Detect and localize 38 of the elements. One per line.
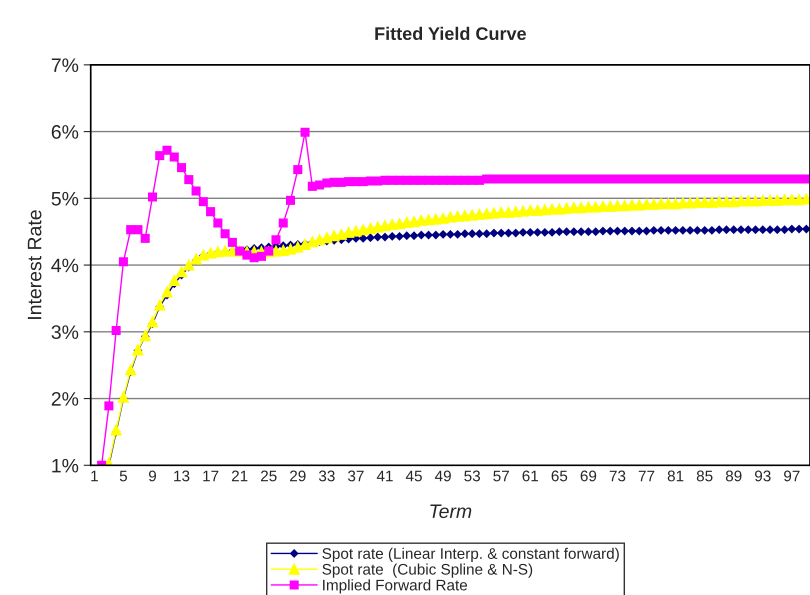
x-tick-label: 13 xyxy=(174,470,190,482)
x-tick-label: 69 xyxy=(580,470,596,482)
x-tick-label: 93 xyxy=(754,470,771,482)
y-axis-title: Interest Rate xyxy=(28,210,42,319)
x-tick-label: 25 xyxy=(260,470,277,482)
x-tick-label: 33 xyxy=(318,470,335,482)
x-tick-label: 97 xyxy=(784,470,800,482)
x-tick-label: 85 xyxy=(696,470,713,482)
x-tick-label: 49 xyxy=(434,470,451,482)
y-tick-label: 3% xyxy=(52,325,78,340)
x-tick-label: 41 xyxy=(376,470,393,482)
x-tick-label: 57 xyxy=(493,470,509,482)
y-tick-label: 1% xyxy=(52,458,78,472)
x-tick-label: 65 xyxy=(552,470,568,482)
x-tick-label: 81 xyxy=(668,470,684,482)
legend-label: Implied Forward Rate xyxy=(323,579,468,594)
x-axis-title: Term xyxy=(430,504,472,518)
x-tick-label: 73 xyxy=(610,470,626,482)
x-tick-label: 89 xyxy=(726,470,742,482)
y-tick-label: 4% xyxy=(51,258,78,272)
x-tick-label: 53 xyxy=(464,470,480,482)
legend-label: Spot rate (Linear Interp. & constant forward) xyxy=(322,548,619,562)
y-tick-label: 2% xyxy=(52,392,78,406)
x-tick-label: 45 xyxy=(406,470,422,482)
x-tick-label: 37 xyxy=(348,470,364,482)
x-tick-label: 29 xyxy=(290,470,306,482)
x-tick-label: 5 xyxy=(120,470,128,482)
x-tick-label: 17 xyxy=(203,470,218,482)
legend-label: Spot rate (Cubic Spline & N-S) xyxy=(322,563,532,578)
chart-title: Fitted Yield Curve xyxy=(375,26,526,40)
y-tick-label: 6% xyxy=(52,125,78,139)
x-tick-label: 77 xyxy=(638,470,654,482)
x-tick-label: 1 xyxy=(91,470,98,482)
y-tick-label: 7% xyxy=(52,58,78,72)
y-tick-label: 5% xyxy=(52,192,78,206)
x-tick-label: 21 xyxy=(232,470,248,482)
x-tick-label: 9 xyxy=(148,470,156,482)
x-tick-label: 61 xyxy=(522,470,538,482)
